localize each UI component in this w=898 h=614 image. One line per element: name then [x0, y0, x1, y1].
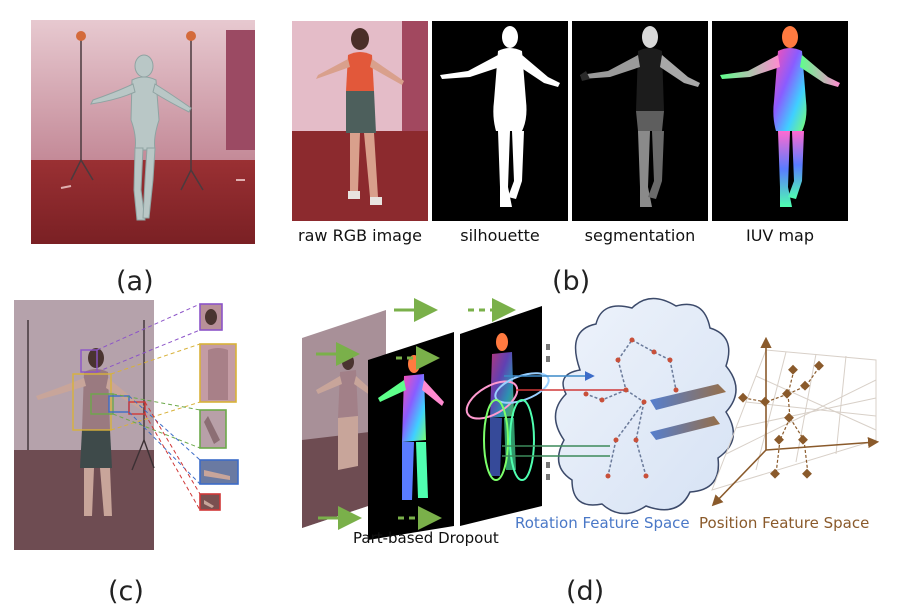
panel-d-label: (d) [566, 576, 605, 607]
panel-a-label: (a) [116, 266, 154, 297]
position-feature-space-label: Position Feature Space [699, 514, 870, 532]
dropout-label: Part-based Dropout [353, 529, 499, 547]
panel-c-figure [14, 300, 244, 550]
panel-b-segmentation-image [572, 21, 708, 221]
panel-b-iuv-image [712, 21, 848, 221]
caption-segmentation: segmentation [584, 226, 696, 245]
caption-silhouette: silhouette [460, 226, 540, 245]
caption-raw-rgb: raw RGB image [298, 226, 422, 245]
panel-b-rgb-image [292, 21, 428, 221]
rotation-feature-space-label: Rotation Feature Space [515, 514, 690, 532]
panel-c-label: (c) [108, 576, 144, 607]
caption-iuv-map: IUV map [745, 226, 814, 245]
panel-a-image [31, 20, 255, 244]
panel-b-label: (b) [552, 266, 591, 297]
panel-d-figure [296, 290, 886, 540]
panel-b-silhouette-image [432, 21, 568, 221]
